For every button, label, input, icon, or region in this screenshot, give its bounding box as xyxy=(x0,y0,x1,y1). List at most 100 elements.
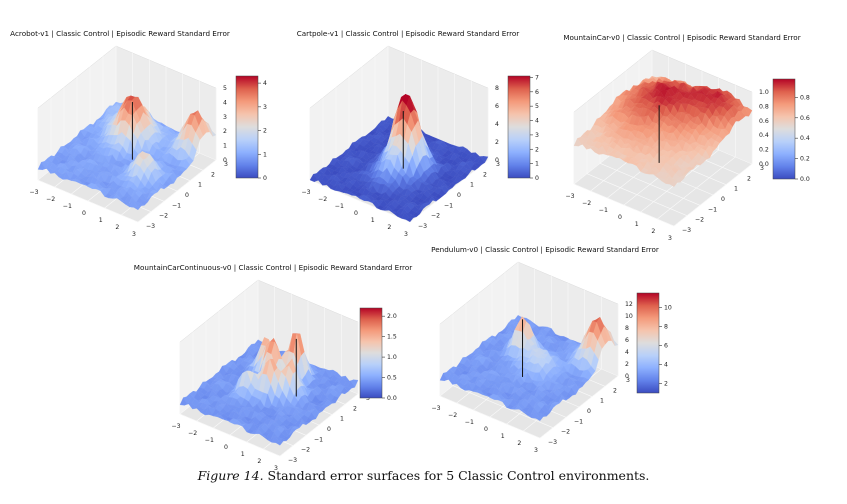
surface-panel-1: Acrobot-v1 | Classic Control | Episodic … xyxy=(10,29,267,238)
y-tick-label: 3 xyxy=(626,377,630,384)
caption-label: Figure 14. xyxy=(197,468,264,483)
colorbar-tick-label: 6 xyxy=(664,342,668,349)
colorbar-tick-label: 2 xyxy=(535,146,539,153)
x-tick-label: 0 xyxy=(82,210,86,217)
z-tick-label: 6 xyxy=(495,103,499,110)
colorbar-tick-label: 0.2 xyxy=(800,156,810,163)
colorbar-tick-label: 0.4 xyxy=(800,135,810,142)
x-tick-label: −2 xyxy=(448,412,457,419)
y-tick-label: −1 xyxy=(444,202,453,209)
colorbar-tick-label: 2 xyxy=(664,380,668,387)
colorbar-tick-label: 1.5 xyxy=(387,334,397,341)
x-tick-label: −3 xyxy=(171,423,180,430)
y-tick-label: 2 xyxy=(353,405,357,412)
panel-title: Cartpole-v1 | Classic Control | Episodic… xyxy=(297,29,520,38)
surface-facet xyxy=(535,416,544,421)
x-tick-label: 1 xyxy=(501,433,505,440)
z-tick-label: 8 xyxy=(495,85,499,92)
x-tick-label: 3 xyxy=(668,235,672,242)
y-tick-label: 0 xyxy=(327,426,331,433)
x-tick-label: 0 xyxy=(354,210,358,217)
colorbar-tick-label: 1 xyxy=(263,151,267,158)
z-tick-label: 2 xyxy=(495,139,499,146)
x-tick-label: 0 xyxy=(484,426,488,433)
x-tick-label: 3 xyxy=(404,231,408,238)
colorbar-tick-label: 2.0 xyxy=(387,313,397,320)
surface-facet xyxy=(133,205,142,211)
x-tick-label: −2 xyxy=(582,200,591,207)
z-tick-label: 1 xyxy=(223,143,227,150)
colorbar-tick-label: 3 xyxy=(535,132,539,139)
x-tick-label: −3 xyxy=(29,189,38,196)
colorbar xyxy=(772,78,796,180)
colorbar xyxy=(359,307,383,399)
colorbar-tick-label: 4 xyxy=(263,80,267,87)
colorbar-tick-label: 5 xyxy=(535,103,539,110)
surface-panel-4: MountainCarContinuous-v0 | Classic Contr… xyxy=(134,263,412,472)
surface-facet xyxy=(405,217,414,223)
y-tick-label: 1 xyxy=(470,182,474,189)
y-tick-label: 1 xyxy=(600,398,604,405)
colorbar-tick-label: 6 xyxy=(535,89,539,96)
x-tick-label: −3 xyxy=(431,405,440,412)
figure-caption: Figure 14. Standard error surfaces for 5… xyxy=(0,468,847,483)
z-tick-label: 0.0 xyxy=(759,161,769,168)
z-tick-label: 0 xyxy=(625,373,629,380)
surface-panel-2: Cartpole-v1 | Classic Control | Episodic… xyxy=(297,29,539,238)
x-tick-label: −1 xyxy=(335,203,344,210)
y-tick-label: 3 xyxy=(496,161,500,168)
colorbar-tick-label: 1 xyxy=(535,161,539,168)
y-tick-label: −2 xyxy=(695,217,704,224)
colorbar-tick-label: 0.6 xyxy=(800,115,810,122)
x-tick-label: 2 xyxy=(517,440,521,447)
x-tick-label: 2 xyxy=(115,224,119,231)
y-tick-label: −3 xyxy=(548,439,557,446)
y-tick-label: −1 xyxy=(314,436,323,443)
x-tick-label: −2 xyxy=(46,196,55,203)
y-tick-label: 0 xyxy=(587,408,591,415)
colorbar xyxy=(636,292,660,394)
surface-facet xyxy=(669,182,678,187)
z-tick-label: 8 xyxy=(625,325,629,332)
x-tick-label: 3 xyxy=(274,465,278,472)
x-tick-label: 1 xyxy=(99,217,103,224)
y-tick-label: 1 xyxy=(734,186,738,193)
colorbar-tick-label: 0.8 xyxy=(800,94,810,101)
x-tick-label: −3 xyxy=(301,189,310,196)
x-tick-label: 0 xyxy=(618,214,622,221)
z-tick-label: 3 xyxy=(223,114,227,121)
caption-text: Standard error surfaces for 5 Classic Co… xyxy=(267,468,650,483)
y-tick-label: −2 xyxy=(301,447,310,454)
z-tick-label: 2 xyxy=(625,361,629,368)
x-tick-label: −1 xyxy=(599,207,608,214)
z-tick-label: 0.6 xyxy=(759,118,769,125)
z-tick-label: 12 xyxy=(625,301,633,308)
x-tick-label: −1 xyxy=(205,437,214,444)
x-tick-label: 1 xyxy=(371,217,375,224)
surface-facet xyxy=(275,440,284,446)
x-tick-label: 1 xyxy=(635,221,639,228)
z-tick-label: 0.4 xyxy=(759,132,769,139)
x-tick-label: −2 xyxy=(188,430,197,437)
colorbar-tick-label: 3 xyxy=(263,104,267,111)
x-tick-label: −2 xyxy=(318,196,327,203)
colorbar-tick-label: 2 xyxy=(263,128,267,135)
y-tick-label: 2 xyxy=(483,171,487,178)
x-tick-label: −1 xyxy=(63,203,72,210)
x-tick-label: 3 xyxy=(534,447,538,454)
x-tick-label: −1 xyxy=(465,419,474,426)
z-tick-label: 0.8 xyxy=(759,103,769,110)
y-tick-label: 0 xyxy=(185,192,189,199)
x-tick-label: 3 xyxy=(132,231,136,238)
y-tick-label: 0 xyxy=(457,192,461,199)
x-tick-label: 2 xyxy=(651,228,655,235)
colorbar-tick-label: 7 xyxy=(535,74,539,81)
y-tick-label: −2 xyxy=(159,213,168,220)
y-tick-label: −2 xyxy=(431,213,440,220)
y-tick-label: 2 xyxy=(747,175,751,182)
z-tick-label: 5 xyxy=(223,85,227,92)
colorbar-tick-label: 4 xyxy=(535,118,539,125)
z-tick-label: 0.2 xyxy=(759,147,769,154)
colorbar-tick-label: 0.5 xyxy=(387,375,397,382)
